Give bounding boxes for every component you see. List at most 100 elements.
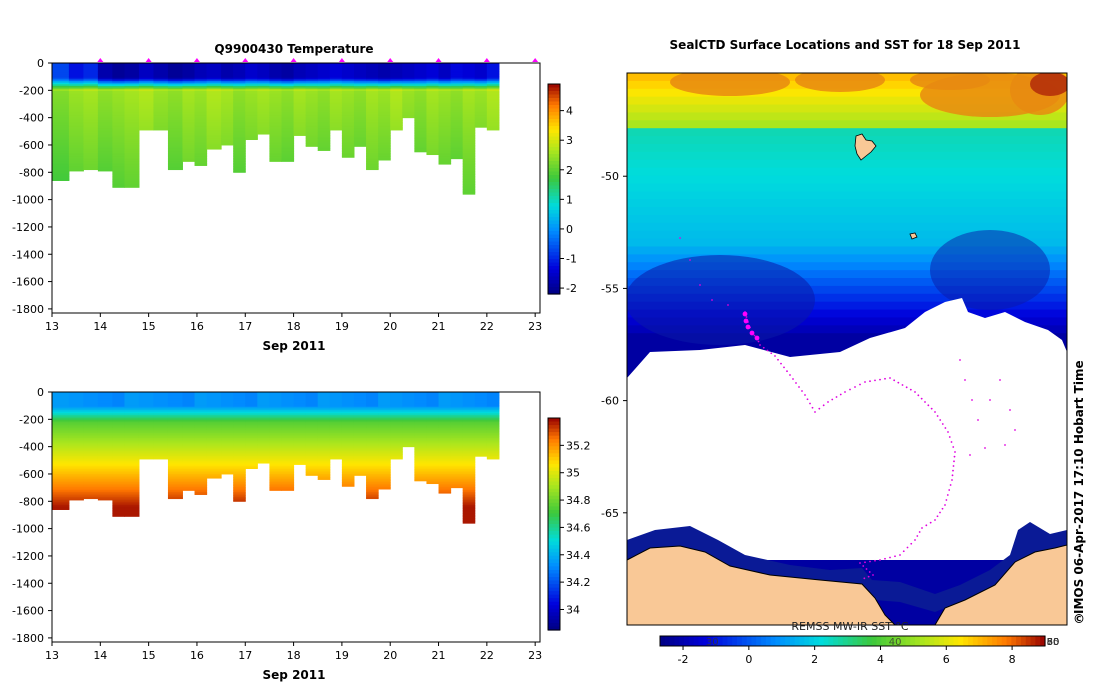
temperature-cell [426,151,440,154]
salinity-cell [182,434,196,437]
temperature-cell [341,89,355,92]
temperature-cell [353,140,367,143]
salinity-cell [124,455,140,459]
temperature-cell [366,122,379,125]
salinity-cell [194,416,208,419]
colorbar-segment [548,442,560,447]
temperature-cell [305,100,319,103]
temperature-cell [293,128,307,131]
temperature-cell [341,156,355,158]
salinity-cell [221,410,234,413]
temperature-cell [426,66,440,69]
salinity-cell [124,483,140,486]
temperature-cell [138,95,154,98]
salinity-cell [305,447,319,450]
temperature-cell [83,90,99,94]
salinity-cell [293,403,307,406]
track-dot [889,556,891,559]
salinity-plot-frame [51,391,541,643]
salinity-cell [153,424,169,427]
salinity-cell [153,395,169,398]
profile-marker [290,58,297,62]
salinity-cell [438,485,452,488]
temperature-cell [390,67,403,71]
salinity-cell [281,467,295,470]
salinity-cell [245,419,258,423]
track-dot [921,527,923,529]
salinity-cell [366,432,379,436]
salinity-cell [124,482,140,485]
x-tick-label: 20 [383,320,397,333]
temperature-cell [390,77,403,80]
sst-band [627,104,1067,114]
salinity-cell [257,400,270,403]
salinity-cell [124,447,140,450]
temperature-cell [462,154,476,157]
salinity-cell [366,408,379,411]
salinity-cell [182,487,196,490]
salinity-cell [486,437,500,441]
salinity-cell [257,410,270,413]
salinity-cell [167,462,183,465]
salinity-cell [124,410,140,413]
temperature-cell [281,131,295,134]
salinity-cell [486,418,500,421]
salinity-cell [402,424,415,427]
temperature-cell [317,126,331,130]
temperature-cell [97,71,113,74]
salinity-cell [194,442,208,445]
temperature-cell [317,100,331,103]
salinity-cell [233,441,246,444]
salinity-cell [245,439,258,442]
temperature-cell [281,87,295,90]
salinity-cell [112,396,125,400]
salinity-cell [97,432,113,436]
temperature-cell [233,90,246,94]
temperature-cell [194,100,208,103]
temperature-cell [353,81,367,84]
salinity-cell [138,447,154,450]
temperature-cell [390,72,403,75]
colorbar-segment [953,636,959,646]
salinity-cell [366,477,379,480]
temperature-cell [194,66,208,69]
colorbar-tick-label: -1 [566,253,577,266]
temperature-cell [450,122,464,125]
salinity-cell [462,505,476,508]
temperature-cell [245,126,258,130]
colorbar-tick-label: 1 [566,193,573,206]
salinity-cell [124,451,140,454]
temperature-cell [233,82,246,85]
temperature-cell [378,138,391,141]
salinity-cell [378,447,391,450]
salinity-cell [414,424,427,427]
salinity-cell [97,472,113,475]
temperature-cell [293,81,307,84]
salinity-cell [138,401,154,404]
temperature-cell [486,69,500,72]
temperature-cell [438,136,452,139]
salinity-cell [97,457,113,460]
salinity-cell [402,403,415,406]
temperature-cell [450,118,464,121]
salinity-cell [68,406,84,409]
salinity-cell [353,403,367,406]
salinity-cell [486,411,500,414]
salinity-cell [462,470,476,473]
temperature-cell [257,128,270,131]
temperature-cell [438,133,452,136]
temperature-cell [112,72,125,75]
track-dot [952,446,955,448]
salinity-cell [153,405,169,408]
salinity-cell [257,414,270,418]
temperature-cell [245,99,258,102]
salinity-cell [366,492,379,495]
temperature-cell [206,100,222,103]
temperature-cell [124,67,140,71]
salinity-cell [462,392,476,395]
temperature-cell [426,149,440,153]
salinity-cell [68,413,84,416]
salinity-cell [414,464,427,467]
temperature-cell [378,92,391,95]
temperature-cell [52,105,70,108]
